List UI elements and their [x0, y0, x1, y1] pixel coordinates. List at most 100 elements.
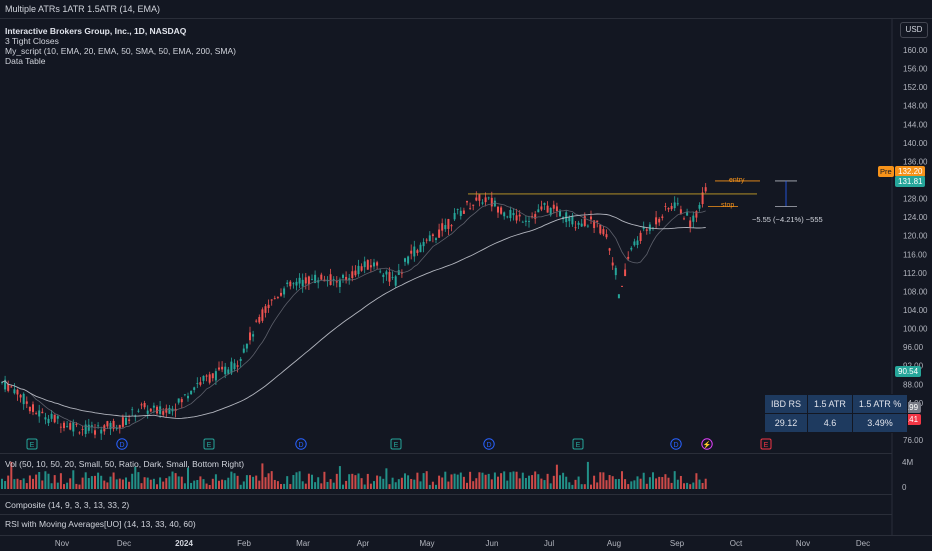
volume-bar [156, 484, 158, 489]
candle-body [400, 272, 403, 274]
candle-body [326, 280, 329, 282]
candle-body [497, 206, 499, 213]
candle-body [87, 424, 90, 431]
event-marker-box [760, 438, 772, 450]
composite-pane-divider[interactable] [0, 494, 892, 495]
candle-body [506, 216, 509, 218]
volume-bar [335, 473, 338, 489]
candle-body [435, 238, 437, 240]
volume-bar [534, 471, 537, 489]
event-marker-label: E [207, 442, 212, 449]
candle-body [590, 216, 592, 220]
volume-bar [103, 480, 106, 489]
candle-body [528, 220, 530, 222]
volume-bar [596, 482, 599, 489]
candle-body [698, 204, 701, 209]
candle-body [214, 371, 217, 381]
volume-bar [1, 478, 3, 489]
candle-body [72, 422, 75, 432]
candle-body [59, 426, 62, 428]
candle-body [661, 216, 664, 218]
volume-bar [345, 480, 348, 489]
volume-bar [252, 476, 255, 489]
time-axis[interactable]: Nov Dec 2024 Feb Mar Apr May Jun Jul Aug… [0, 535, 932, 551]
volume-bar [205, 483, 208, 489]
rsi-pane-divider[interactable] [0, 514, 892, 515]
volume-pane-divider[interactable] [0, 453, 892, 454]
volume-bar [140, 483, 143, 489]
volume-bar [41, 480, 44, 489]
volume-bar [59, 473, 62, 489]
time-label: Jun [485, 539, 499, 548]
volume-bar [639, 478, 642, 489]
time-label: Oct [729, 539, 743, 548]
candle-body [125, 417, 127, 425]
candle-body [1, 382, 3, 384]
price-tick-label: 88.00 [903, 380, 924, 389]
candle-body [66, 426, 69, 427]
volume-bar [506, 480, 509, 489]
legend-data-table[interactable]: Data Table [5, 56, 46, 66]
candle-body [602, 229, 605, 235]
volume-bar [621, 471, 623, 489]
volume-bar [35, 474, 38, 489]
candle-body [583, 216, 586, 226]
volume-bar [146, 477, 149, 489]
candle-body [345, 276, 348, 280]
candle-body [593, 220, 596, 229]
rsi-pane-title[interactable]: RSI with Moving Averages[UO] (14, 13, 33… [5, 519, 196, 529]
legend-tight-closes[interactable]: 3 Tight Closes [5, 36, 59, 46]
volume-bar [397, 479, 400, 489]
candle-body [686, 212, 689, 216]
volume-bar [143, 477, 146, 489]
candle-body [683, 218, 685, 220]
volume-bar [69, 478, 72, 489]
candle-body [614, 267, 617, 276]
volume-bar [391, 477, 394, 489]
price-tick-label: 128.00 [903, 195, 928, 204]
legend-my-script[interactable]: My_script (10, EMA, 20, EMA, 50, SMA, 50… [5, 46, 236, 56]
candle-body [84, 424, 87, 434]
time-label: Mar [296, 539, 310, 548]
volume-bar [314, 482, 317, 489]
volume-bar [363, 484, 366, 489]
volume-bar [214, 474, 217, 489]
candle-body [382, 274, 385, 277]
candle-body [354, 270, 357, 276]
indicator-header-bar: Multiple ATRs 1ATR 1.5ATR (14, EMA) [0, 0, 932, 19]
candle-body [106, 421, 109, 427]
volume-bar [590, 484, 592, 489]
candle-body [131, 409, 134, 411]
volume-pane-title[interactable]: Vol (50, 10, 50, 20, Small, 50, Ratio, D… [5, 459, 245, 469]
table-header-atr-pct: 1.5 ATR % [851, 394, 909, 414]
candle-body [596, 220, 599, 222]
time-label: Aug [606, 539, 622, 548]
time-label: Feb [237, 539, 251, 548]
premarket-tag: Pre [878, 166, 894, 177]
composite-pane-title[interactable]: Composite (14, 9, 3, 3, 13, 33, 2) [5, 500, 130, 510]
event-marker-box [203, 438, 215, 450]
volume-bar [484, 474, 487, 489]
volume-bar [407, 475, 410, 489]
candle-body [512, 212, 515, 216]
volume-bar [199, 476, 202, 489]
volume-bar [78, 484, 81, 489]
volume-bar [342, 484, 344, 489]
event-marker-circle [483, 438, 495, 450]
candle-body [363, 261, 366, 268]
candle-body [267, 304, 270, 309]
candle-body [586, 225, 589, 227]
candle-body [94, 430, 96, 435]
currency-button[interactable]: USD [900, 22, 928, 38]
candle-body [143, 402, 146, 408]
volume-bar [497, 476, 499, 489]
volume-bar [4, 481, 7, 489]
volume-bar [549, 483, 552, 489]
symbol-legend[interactable]: Interactive Brokers Group, Inc., 1D, NAS… [5, 26, 187, 36]
candle-body [230, 361, 233, 374]
volume-bar [410, 478, 413, 489]
volume-bar [571, 484, 574, 489]
candle-body [537, 209, 540, 213]
candle-body [165, 408, 168, 413]
